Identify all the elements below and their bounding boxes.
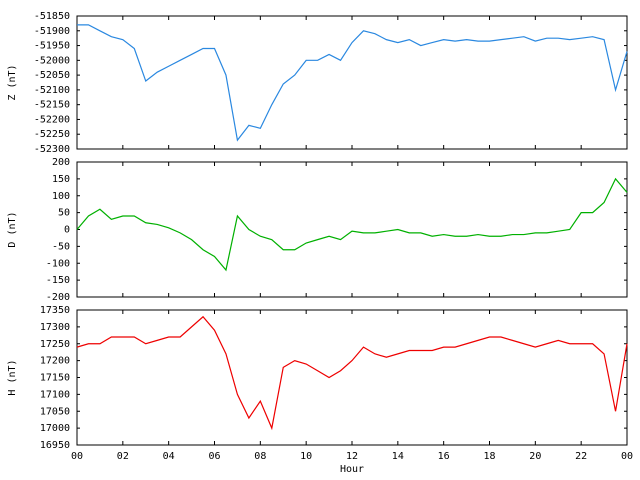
y-tick-label: -52100 <box>34 85 70 96</box>
y-tick-label: 17250 <box>40 339 70 350</box>
y-axis-label: Z (nT) <box>7 64 18 100</box>
y-tick-label: -150 <box>46 275 70 286</box>
x-tick-label: 10 <box>300 451 312 462</box>
y-tick-label: -100 <box>46 258 70 269</box>
y-tick-label: 100 <box>52 191 70 202</box>
y-axis-label: D (nT) <box>7 211 18 247</box>
data-line <box>76 177 628 272</box>
data-line <box>76 315 628 431</box>
x-axis-label: Hour <box>340 464 364 475</box>
x-tick-label: 20 <box>529 451 541 462</box>
y-tick-label: -52250 <box>34 129 70 140</box>
y-tick-label: -200 <box>46 292 70 303</box>
y-tick-label: -52150 <box>34 100 70 111</box>
y-tick-label: 50 <box>58 208 70 219</box>
x-tick-label: 02 <box>117 451 129 462</box>
x-tick-label: 18 <box>483 451 495 462</box>
y-tick-label: -51900 <box>34 26 70 37</box>
y-tick-label: 17000 <box>40 423 70 434</box>
y-tick-label: 17150 <box>40 373 70 384</box>
y-tick-label: 17300 <box>40 322 70 333</box>
y-tick-label: -51950 <box>34 41 70 52</box>
x-tick-label: 06 <box>208 451 220 462</box>
plot-frame <box>76 309 628 446</box>
x-tick-label: 14 <box>392 451 404 462</box>
y-tick-label: -51850 <box>34 11 70 22</box>
plot-frame <box>76 15 628 150</box>
y-tick-label: -52000 <box>34 55 70 66</box>
x-tick-label: 00 <box>621 451 633 462</box>
y-tick-label: 16950 <box>40 440 70 451</box>
plot-frame <box>76 161 628 298</box>
y-tick-label: 17050 <box>40 406 70 417</box>
y-axis-label: H (nT) <box>7 359 18 395</box>
y-tick-label: 17100 <box>40 389 70 400</box>
x-tick-label: 04 <box>163 451 175 462</box>
x-tick-label: 16 <box>438 451 450 462</box>
y-tick-label: -52200 <box>34 114 70 125</box>
y-tick-label: -52300 <box>34 144 70 155</box>
x-tick-label: 12 <box>346 451 358 462</box>
y-tick-label: 17350 <box>40 305 70 316</box>
x-tick-label: 00 <box>71 451 83 462</box>
x-tick-label: 08 <box>254 451 266 462</box>
y-tick-label: 150 <box>52 174 70 185</box>
y-tick-label: 0 <box>64 225 70 236</box>
y-tick-label: 17200 <box>40 356 70 367</box>
y-tick-label: -50 <box>52 241 70 252</box>
y-tick-label: -52050 <box>34 70 70 81</box>
x-tick-label: 22 <box>575 451 587 462</box>
y-tick-label: 200 <box>52 157 70 168</box>
data-line <box>77 24 628 142</box>
